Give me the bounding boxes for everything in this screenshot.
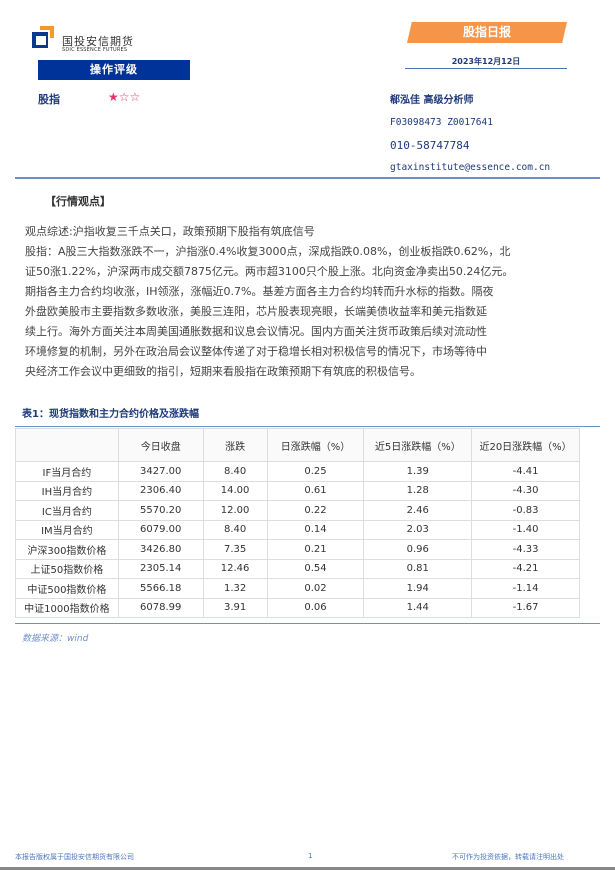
column-header: 近20日涨跌幅（%） <box>471 428 580 462</box>
price-table: 今日收盘 涨跌 日涨跌幅（%） 近5日涨跌幅（%） 近20日涨跌幅（%） IF当月合约 3… <box>15 428 580 618</box>
paragraph-line: 观点综述:沪指收复三千点关口，政策预期下股指有筑底信号 <box>25 225 315 238</box>
table-cell: 2.03 <box>363 519 473 540</box>
analyst-name: 郗泓佳 高级分析师 <box>390 95 474 106</box>
footer-disclaimer: 不可作为投资依据，转载请注明出处 <box>452 853 564 861</box>
divider <box>15 623 600 624</box>
table-cell: 1.32 <box>202 578 268 599</box>
table-cell: -0.83 <box>471 500 580 521</box>
table-row: 中证500指数价格 5566.18 1.32 0.02 1.94 -1.14 <box>15 578 580 599</box>
table-cell: -4.30 <box>471 480 580 501</box>
paragraph-line: 股指：A股三大指数涨跌不一，沪指涨0.4%收复3000点，深成指跌0.08%，创… <box>25 245 511 258</box>
divider <box>15 177 600 179</box>
column-header: 涨跌 <box>202 428 268 462</box>
analyst-codes: F03098473 Z0017641 <box>390 117 493 128</box>
table-cell: 0.14 <box>266 519 365 540</box>
table-cell: 5570.20 <box>117 500 204 521</box>
table-row: 中证1000指数价格 6078.99 3.91 0.06 1.44 -1.67 <box>15 597 580 618</box>
column-header: 今日收盘 <box>117 428 204 462</box>
table-cell: 0.61 <box>266 480 365 501</box>
data-source: 数据来源：wind <box>22 634 89 644</box>
table-row: IC当月合约 5570.20 12.00 0.22 2.46 -0.83 <box>15 500 580 521</box>
table-cell: 0.96 <box>363 539 473 560</box>
table-cell: 3.91 <box>202 597 268 618</box>
company-logo-icon <box>32 26 54 48</box>
market-commentary: 观点综述:沪指收复三千点关口，政策预期下股指有筑底信号 股指：A股三大指数涨跌不… <box>25 222 600 382</box>
report-type-banner: 股指日报 <box>407 22 567 43</box>
row-label: 上证50指数价格 <box>15 558 119 579</box>
row-label: 沪深300指数价格 <box>15 539 119 560</box>
table-cell: 1.94 <box>363 578 473 599</box>
table-cell: -1.67 <box>471 597 580 618</box>
table-cell: -4.33 <box>471 539 580 560</box>
table-title: 表1：现货指数和主力合约价格及涨跌幅 <box>22 409 199 420</box>
table-cell: 12.46 <box>202 558 268 579</box>
row-label: 中证1000指数价格 <box>15 597 119 618</box>
table-cell: 5566.18 <box>117 578 204 599</box>
table-cell: 0.06 <box>266 597 365 618</box>
table-cell: 7.35 <box>202 539 268 560</box>
paragraph-line: 证50涨1.22%，沪深两市成交额7875亿元。两市超3100只个股上涨。北向资… <box>25 265 514 278</box>
table-cell: 3427.00 <box>117 461 204 482</box>
table-cell: 0.25 <box>266 461 365 482</box>
analyst-email[interactable]: gtaxinstitute@essence.com.cn <box>390 162 551 173</box>
section-title: 【行情观点】 <box>45 195 111 208</box>
column-header: 近5日涨跌幅（%） <box>363 428 473 462</box>
page-number: 1 <box>308 852 313 860</box>
table-cell: 0.54 <box>266 558 365 579</box>
table-cell: 2305.14 <box>117 558 204 579</box>
row-label: IF当月合约 <box>15 461 119 482</box>
table-cell: 12.00 <box>202 500 268 521</box>
divider <box>405 68 567 69</box>
paragraph-line: 期指各主力合约均收涨，IH领涨，涨幅近0.7%。基差方面各主力合约均转而升水标的… <box>25 285 494 298</box>
row-label: 中证500指数价格 <box>15 578 119 599</box>
table-cell: 6078.99 <box>117 597 204 618</box>
analyst-phone: 010-58747784 <box>390 139 470 152</box>
table-cell: 6079.00 <box>117 519 204 540</box>
column-header <box>15 428 119 462</box>
divider <box>15 426 600 427</box>
table-cell: 3426.80 <box>117 539 204 560</box>
row-label: IM当月合约 <box>15 519 119 540</box>
table-cell: 2.46 <box>363 500 473 521</box>
table-cell: 1.44 <box>363 597 473 618</box>
column-header: 日涨跌幅（%） <box>266 428 365 462</box>
table-cell: 2306.40 <box>117 480 204 501</box>
row-label: IC当月合约 <box>15 500 119 521</box>
table-header-row: 今日收盘 涨跌 日涨跌幅（%） 近5日涨跌幅（%） 近20日涨跌幅（%） <box>15 428 580 462</box>
table-row: IF当月合约 3427.00 8.40 0.25 1.39 -4.41 <box>15 461 580 482</box>
table-cell: 0.02 <box>266 578 365 599</box>
logo-text-cn: 国投安信期货 <box>62 35 134 48</box>
footer-copyright: 本报告版权属于国投安信期货有限公司 <box>15 853 134 861</box>
table-row: 上证50指数价格 2305.14 12.46 0.54 0.81 -4.21 <box>15 558 580 579</box>
table-cell: 1.39 <box>363 461 473 482</box>
rating-title: 操作评级 <box>38 60 190 80</box>
rating-stars: ★☆☆ <box>108 90 141 104</box>
bottom-border <box>0 867 615 870</box>
table-cell: 8.40 <box>202 519 268 540</box>
paragraph-line: 央经济工作会议中更细致的指引，短期来看股指在政策预期下有筑底的积极信号。 <box>25 365 421 378</box>
table-cell: 0.81 <box>363 558 473 579</box>
table-cell: -1.14 <box>471 578 580 599</box>
paragraph-line: 环境修复的机制，另外在政治局会议整体传递了对于稳增长相对积极信号的情况下，市场等… <box>25 345 487 358</box>
table-cell: 8.40 <box>202 461 268 482</box>
table-cell: -4.41 <box>471 461 580 482</box>
table-row: IH当月合约 2306.40 14.00 0.61 1.28 -4.30 <box>15 480 580 501</box>
table-cell: -4.21 <box>471 558 580 579</box>
table-row: IM当月合约 6079.00 8.40 0.14 2.03 -1.40 <box>15 519 580 540</box>
logo-text-en: SDIC ESSENCE FUTURES <box>62 47 128 53</box>
row-label: IH当月合约 <box>15 480 119 501</box>
table-cell: 0.22 <box>266 500 365 521</box>
table-row: 沪深300指数价格 3426.80 7.35 0.21 0.96 -4.33 <box>15 539 580 560</box>
report-date: 2023年12月12日 <box>451 57 521 66</box>
rating-item: 股指 <box>38 93 60 106</box>
table-cell: 14.00 <box>202 480 268 501</box>
table-cell: 0.21 <box>266 539 365 560</box>
paragraph-line: 续上行。海外方面关注本周美国通胀数据和议息会议情况。国内方面关注货币政策后续对流… <box>25 325 487 338</box>
table-cell: 1.28 <box>363 480 473 501</box>
table-cell: -1.40 <box>471 519 580 540</box>
paragraph-line: 外盘欧美股市主要指数多数收涨，美股三连阳，芯片股表现亮眼，长端美债收益率和美元指… <box>25 305 487 318</box>
